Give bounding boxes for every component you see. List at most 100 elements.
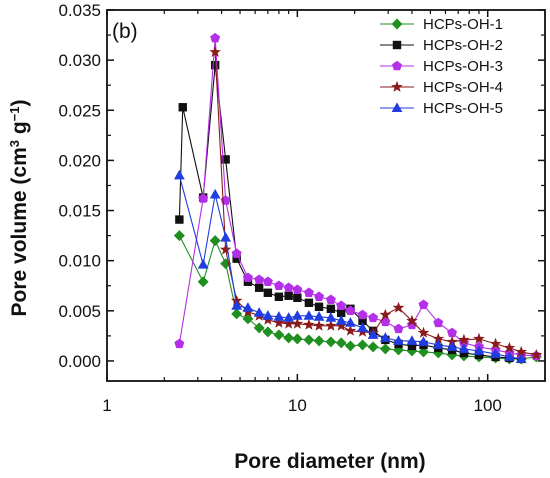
data-point bbox=[325, 336, 337, 348]
data-point bbox=[253, 307, 265, 317]
y-tick-label: 0.005 bbox=[58, 302, 101, 321]
data-point bbox=[242, 313, 254, 325]
data-point bbox=[418, 336, 429, 346]
data-point bbox=[530, 348, 543, 360]
data-point bbox=[459, 348, 469, 358]
data-point bbox=[473, 345, 485, 355]
data-point bbox=[231, 308, 243, 320]
data-point bbox=[284, 291, 293, 300]
data-point bbox=[209, 188, 221, 199]
data-point bbox=[221, 155, 230, 164]
data-point bbox=[283, 332, 295, 344]
legend: HCPs-OH-1 HCPs-OH-2 HCPs-OH-3 HCPs-OH-4 HCPs… bbox=[380, 16, 503, 117]
data-point bbox=[504, 351, 515, 361]
data-point bbox=[345, 305, 356, 316]
data-point bbox=[242, 272, 253, 282]
data-point bbox=[262, 326, 274, 338]
data-point bbox=[220, 231, 232, 242]
data-point bbox=[198, 193, 209, 203]
data-point bbox=[303, 318, 315, 330]
data-point bbox=[336, 300, 347, 311]
data-point bbox=[314, 291, 325, 302]
data-point bbox=[273, 311, 285, 321]
data-point bbox=[292, 284, 303, 294]
data-point bbox=[357, 339, 368, 351]
data-point bbox=[458, 343, 470, 353]
x-tick-label: 10 bbox=[288, 396, 307, 415]
data-point bbox=[173, 169, 185, 180]
data-point bbox=[262, 276, 273, 286]
legend-marker bbox=[391, 80, 403, 92]
y-tick-label: 0.030 bbox=[58, 51, 101, 70]
data-point bbox=[380, 316, 391, 327]
legend-marker bbox=[391, 102, 403, 112]
legend-label: HCPs-OH-4 bbox=[423, 79, 503, 96]
y-title-end: ) bbox=[8, 100, 31, 107]
data-point bbox=[209, 235, 221, 247]
y-tick-label: 0.020 bbox=[58, 151, 101, 170]
data-point bbox=[406, 314, 418, 326]
data-point bbox=[407, 341, 417, 351]
legend-marker bbox=[392, 60, 402, 71]
data-point bbox=[197, 276, 209, 288]
data-point bbox=[335, 337, 347, 349]
data-point bbox=[274, 292, 284, 301]
data-point bbox=[174, 338, 185, 349]
data-point bbox=[446, 341, 458, 351]
data-point bbox=[337, 308, 346, 318]
data-point bbox=[219, 243, 232, 255]
data-point bbox=[291, 333, 303, 345]
data-point bbox=[344, 340, 356, 352]
data-point bbox=[368, 312, 379, 323]
y-title-sup2: −1 bbox=[7, 107, 22, 122]
data-point bbox=[473, 332, 485, 344]
data-point bbox=[367, 329, 379, 339]
data-point bbox=[489, 337, 502, 349]
data-point bbox=[231, 300, 243, 310]
data-point bbox=[262, 310, 274, 320]
y-tick-label: 0.015 bbox=[58, 202, 101, 221]
data-point bbox=[503, 341, 516, 353]
data-point bbox=[314, 302, 324, 311]
data-point bbox=[325, 294, 336, 305]
x-tick-label: 100 bbox=[474, 396, 502, 415]
data-point bbox=[304, 298, 314, 307]
y-tick-label: 0.000 bbox=[58, 352, 101, 371]
axis-tick-labels: 0.000 0.005 0.010 0.015 0.020 0.025 0.030 0.035… bbox=[58, 1, 501, 415]
data-point bbox=[210, 32, 221, 43]
data-point bbox=[220, 195, 231, 205]
data-point bbox=[367, 341, 379, 353]
legend-marker bbox=[391, 18, 403, 30]
data-point bbox=[433, 317, 444, 328]
data-point bbox=[210, 60, 220, 70]
data-point bbox=[231, 248, 242, 258]
legend-label: HCPs-OH-1 bbox=[423, 16, 503, 33]
data-point bbox=[273, 316, 285, 328]
data-point bbox=[345, 317, 356, 327]
data-point bbox=[474, 350, 484, 360]
data-point bbox=[313, 311, 325, 321]
data-point bbox=[490, 348, 501, 358]
data-point bbox=[253, 322, 265, 334]
data-point bbox=[418, 299, 429, 310]
data-point bbox=[313, 335, 325, 347]
data-point bbox=[335, 315, 347, 325]
data-point bbox=[254, 283, 264, 292]
legend-label: HCPs-OH-5 bbox=[423, 100, 503, 117]
series-5 bbox=[173, 169, 527, 363]
data-point bbox=[358, 316, 367, 326]
data-point bbox=[291, 310, 303, 320]
data-point bbox=[392, 301, 405, 313]
data-point bbox=[293, 293, 302, 302]
legend-item: HCPs-OH-4 bbox=[380, 79, 503, 96]
y-axis-title: Pore volume (cm3 g−1) bbox=[7, 100, 32, 317]
data-point bbox=[178, 103, 187, 112]
data-point bbox=[326, 304, 336, 314]
y-tick-label: 0.010 bbox=[58, 252, 101, 271]
y-title-mid: g bbox=[8, 121, 31, 140]
data-point bbox=[263, 288, 273, 297]
data-point bbox=[379, 308, 392, 320]
data-point bbox=[283, 282, 294, 292]
data-point bbox=[447, 327, 458, 338]
